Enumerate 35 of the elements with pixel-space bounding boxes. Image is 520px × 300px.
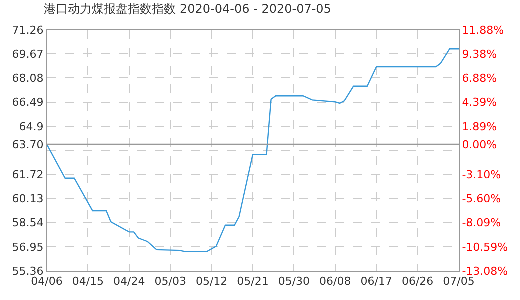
x-tick-label: 07/05 bbox=[443, 275, 475, 288]
y-tick-label: 71.26 bbox=[12, 24, 44, 37]
y-tick-label: 64.9 bbox=[19, 120, 44, 134]
y2-tick-label: -13.08% bbox=[462, 264, 508, 278]
x-tick-label: 05/21 bbox=[237, 275, 269, 288]
y2-tick-label: 0.00% bbox=[462, 138, 498, 152]
y2-tick-label: -8.09% bbox=[462, 216, 502, 230]
y-tick-label: 58.54 bbox=[12, 216, 44, 230]
chart-title: 港口动力煤报盘指数指数 2020-04-06 - 2020-07-05 bbox=[44, 2, 332, 16]
x-tick-label: 04/15 bbox=[72, 275, 104, 288]
y2-tick-label: 6.88% bbox=[462, 72, 498, 86]
y2-tick-label: -5.60% bbox=[462, 192, 502, 206]
y2-tick-label: -3.10% bbox=[462, 168, 502, 182]
y-tick-label: 56.95 bbox=[12, 240, 44, 254]
y-tick-label: 60.13 bbox=[12, 192, 44, 206]
x-tick-label: 06/26 bbox=[402, 275, 434, 288]
y-tick-label: 55.36 bbox=[12, 264, 44, 278]
y-tick-label: 63.70 bbox=[12, 138, 44, 152]
y2-tick-label: 11.88% bbox=[462, 24, 504, 37]
y2-tick-label: 9.38% bbox=[462, 48, 498, 61]
y-tick-label: 68.08 bbox=[12, 72, 44, 86]
x-tick-label: 05/03 bbox=[154, 275, 186, 288]
y2-tick-label: -10.59% bbox=[462, 240, 508, 254]
x-tick-label: 04/06 bbox=[31, 275, 63, 288]
x-tick-label: 06/08 bbox=[320, 275, 352, 288]
x-tick-label: 06/17 bbox=[360, 275, 392, 288]
y-tick-label: 66.49 bbox=[12, 96, 44, 110]
x-tick-label: 05/12 bbox=[196, 275, 228, 288]
y2-tick-label: 1.89% bbox=[462, 120, 498, 134]
y2-tick-label: 4.39% bbox=[462, 96, 498, 110]
y-tick-label: 61.72 bbox=[12, 168, 44, 182]
x-tick-label: 05/30 bbox=[278, 275, 310, 288]
x-tick-label: 04/24 bbox=[114, 275, 146, 288]
line-series bbox=[47, 48, 459, 252]
y-tick-label: 69.67 bbox=[12, 48, 44, 61]
